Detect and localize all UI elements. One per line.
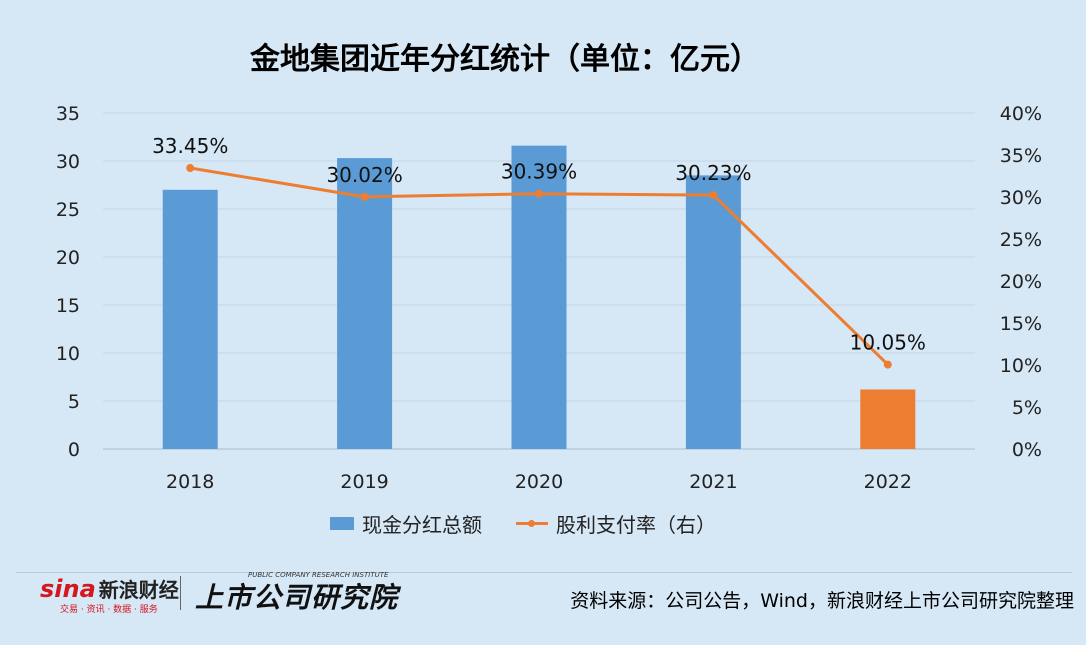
footer-divider [16, 572, 1072, 573]
y-left-tick-label: 15 [56, 295, 80, 317]
y-right-tick-label: 10% [1000, 355, 1042, 377]
institute-logo-english: PUBLIC COMPANY RESEARCH INSTITUTE [248, 571, 389, 579]
legend: 现金分红总额 股利支付率（右） [330, 509, 750, 538]
data-labels: 33.45% 30.02% 30.39% 30.23% 10.05% [152, 134, 926, 355]
y-left-tick-label: 25 [56, 199, 80, 221]
payout-ratio-line [186, 164, 892, 369]
y-left-tick-label: 10 [56, 343, 80, 365]
axes: 0 5 10 15 20 25 30 35 0% 5% 10% 15% 20% 25% 30% 35% 40% 2… [56, 103, 1042, 493]
y-right-tick-label: 40% [1000, 103, 1042, 125]
line-point [709, 191, 718, 200]
y-right-tick-label: 25% [1000, 229, 1042, 251]
bar [685, 175, 741, 449]
x-tick-label: 2020 [515, 471, 563, 493]
data-label: 33.45% [152, 134, 228, 158]
x-tick-label: 2021 [689, 471, 737, 493]
y-left-tick-label: 30 [56, 151, 80, 173]
sina-logo-word: sina [40, 575, 96, 603]
y-right-tick-label: 20% [1000, 271, 1042, 293]
y-left-tick-label: 5 [68, 391, 80, 413]
chart-title: 金地集团近年分红统计（单位：亿元） [250, 42, 760, 77]
legend-swatch-bar [330, 517, 354, 530]
y-right-tick-label: 30% [1000, 187, 1042, 209]
bar [860, 389, 916, 449]
data-label: 30.23% [675, 161, 751, 185]
sina-finance-logo: sina 新浪财经 交易 · 资讯 · 数据 · 服务 [40, 574, 179, 615]
line-point [535, 189, 543, 198]
legend-label-payout: 股利支付率（右） [556, 513, 716, 537]
x-tick-label: 2022 [864, 471, 912, 493]
x-tick-label: 2019 [340, 471, 388, 493]
data-label: 30.02% [326, 163, 402, 187]
x-tick-label: 2018 [166, 471, 214, 493]
y-right-tick-label: 15% [1000, 313, 1042, 335]
sina-logo-subtitle: 交易 · 资讯 · 数据 · 服务 [60, 605, 158, 615]
line-point [883, 360, 892, 369]
source-note: 资料来源：公司公告，Wind，新浪财经上市公司研究院整理 [570, 590, 1074, 612]
logo-divider [180, 576, 181, 610]
bar [337, 158, 393, 449]
bars [162, 145, 916, 450]
sina-logo-cn: 新浪财经 [98, 578, 179, 602]
legend-swatch-line [516, 517, 548, 530]
y-left-tick-label: 20 [56, 247, 80, 269]
data-label: 30.39% [501, 160, 577, 184]
bar [162, 189, 218, 450]
legend-label-dividend: 现金分红总额 [362, 513, 482, 537]
y-right-tick-label: 0% [1012, 439, 1042, 461]
y-left-tick-label: 35 [56, 103, 80, 125]
y-left-tick-label: 0 [68, 439, 80, 461]
legend-item-dividend: 现金分红总额 [330, 509, 482, 538]
legend-item-payout: 股利支付率（右） [516, 509, 716, 538]
institute-logo: 上市公司研究院 [195, 581, 399, 614]
line-point [186, 164, 195, 173]
y-right-tick-label: 5% [1012, 397, 1042, 419]
line-point [360, 192, 369, 201]
data-label: 10.05% [850, 331, 926, 355]
y-right-tick-label: 35% [1000, 145, 1042, 167]
